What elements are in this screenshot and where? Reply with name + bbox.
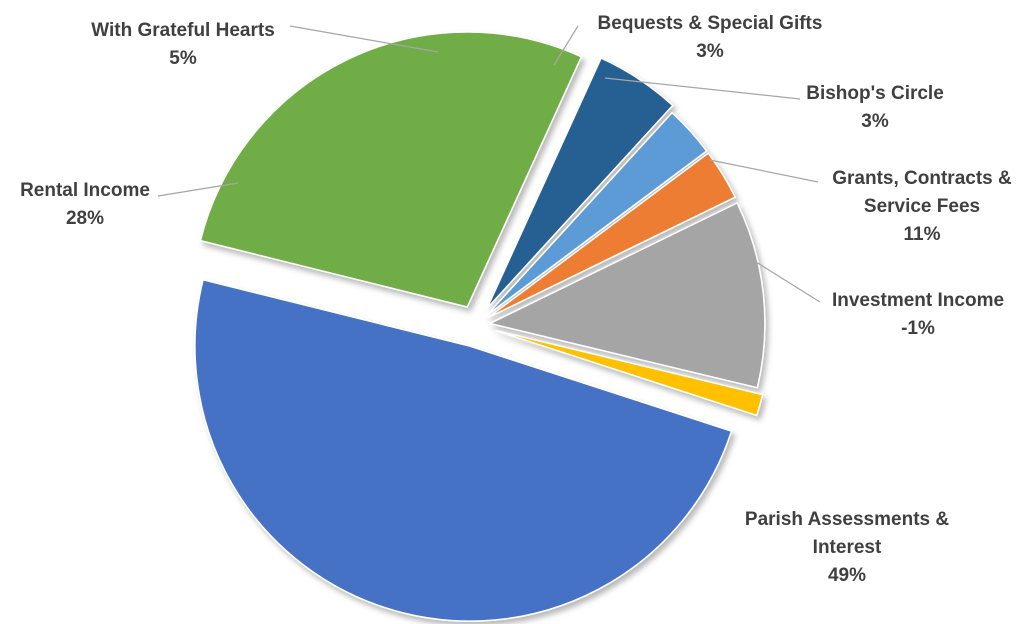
slice-label-4: Bishop's Circle 3% [806,83,944,132]
slice-percent: 3% [861,111,889,132]
leader-line-3 [553,25,579,66]
slice-percent: -1% [901,318,935,339]
leader-line-5 [709,159,819,183]
slice-name: Interest [813,537,882,558]
slice-name: Grants, Contracts & [832,168,1012,189]
slice-label-1: Rental Income 28% [20,180,150,229]
slice-name: Rental Income [20,180,150,201]
pie-slice-0 [194,278,733,622]
slice-name: Investment Income [832,290,1004,311]
slice-name: With Grateful Hearts [91,20,275,41]
pie-slices [194,31,766,622]
slice-percent: 3% [696,41,724,62]
slice-label-3: Bequests & Special Gifts 3% [598,13,823,62]
slice-label-0: Parish Assessments & Interest 49% [745,509,949,586]
pie-slice-4 [487,152,737,319]
leader-line-1 [157,182,239,197]
pie-slice-3 [485,111,708,317]
pie-slice-2 [486,57,674,309]
slice-name: Service Fees [864,196,980,217]
slice-labels: Parish Assessments & Interest 49% Rental In… [20,13,1012,586]
slice-label-2: With Grateful Hearts 5% [91,20,275,69]
pie-slice-5 [487,201,766,389]
pie-slice-6 [495,329,764,417]
slice-label-5: Grants, Contracts & Service Fees 11% [832,168,1012,245]
slice-name: Parish Assessments & [745,509,949,530]
slice-percent: 28% [66,208,104,229]
slice-percent: 11% [904,224,941,245]
leader-line-6 [755,261,821,303]
slice-percent: 5% [169,48,197,69]
pie-slice-1 [199,31,583,308]
slice-percent: 49% [828,565,866,586]
leader-line-4 [604,77,801,100]
slice-name: Bishop's Circle [806,83,944,104]
slice-name: Bequests & Special Gifts [598,13,823,34]
leader-line-2 [289,25,439,53]
slice-label-6: Investment Income -1% [832,290,1004,339]
leader-lines [157,25,821,303]
